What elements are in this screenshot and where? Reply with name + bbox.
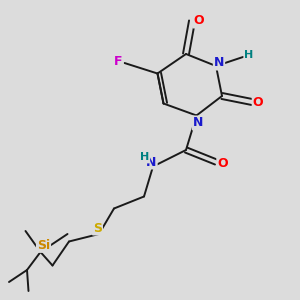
- Text: N: N: [146, 155, 157, 169]
- Text: N: N: [193, 116, 203, 130]
- Text: O: O: [193, 14, 204, 28]
- Text: F: F: [114, 55, 123, 68]
- Text: H: H: [140, 152, 149, 163]
- Text: S: S: [93, 221, 102, 235]
- Text: O: O: [253, 95, 263, 109]
- Text: N: N: [214, 56, 224, 70]
- Text: O: O: [217, 157, 228, 170]
- Text: Si: Si: [37, 239, 50, 252]
- Text: H: H: [244, 50, 253, 61]
